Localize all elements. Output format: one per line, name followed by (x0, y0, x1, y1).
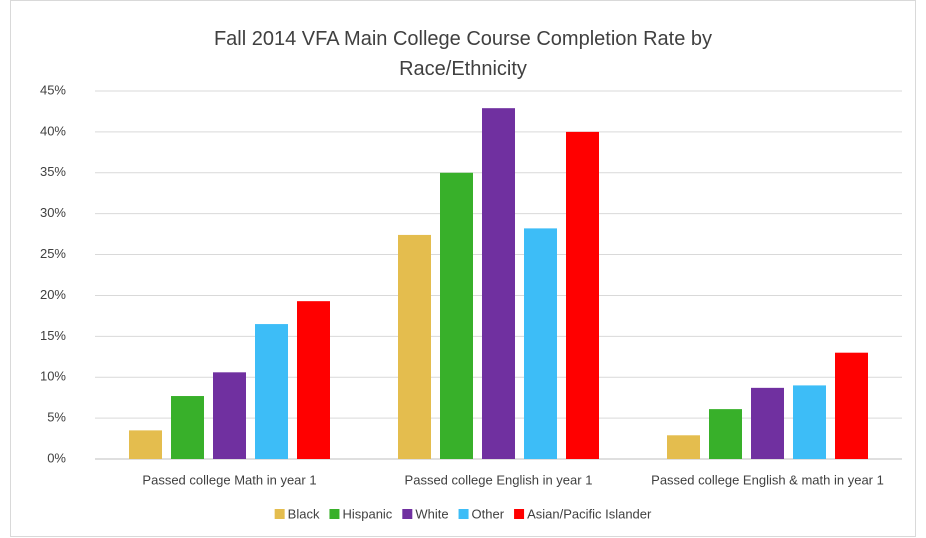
y-tick-label: 35% (40, 164, 66, 179)
legend-swatch (274, 509, 285, 519)
y-tick-label: 25% (40, 246, 66, 261)
legend-swatch (402, 509, 413, 519)
bar (667, 435, 700, 459)
y-tick-label: 40% (40, 123, 66, 138)
bar (129, 430, 162, 459)
legend-label: Asian/Pacific Islander (527, 506, 652, 521)
legend-swatch (329, 509, 340, 519)
bar (709, 409, 742, 459)
chart-title: Fall 2014 VFA Main College Course Comple… (213, 28, 713, 80)
bar (793, 385, 826, 459)
legend-label: White (415, 506, 448, 521)
y-tick-label: 5% (47, 410, 66, 425)
y-tick-label: 45% (40, 82, 66, 97)
x-tick-label: Passed college Math in year 1 (142, 472, 316, 487)
legend-label: Black (288, 506, 320, 521)
legend-label: Other (472, 506, 505, 521)
bar (213, 372, 246, 459)
legend-swatch (458, 509, 469, 519)
bar (524, 228, 557, 459)
y-tick-label: 30% (40, 205, 66, 220)
bar (440, 172, 473, 459)
bar (566, 131, 599, 459)
y-tick-label: 20% (40, 287, 66, 302)
x-tick-label: Passed college English in year 1 (405, 472, 593, 487)
legend: Black Hispanic White Other Asian/Pacific Isl… (274, 506, 652, 521)
bar (835, 352, 868, 459)
y-tick-label: 15% (40, 328, 66, 343)
bar (482, 108, 515, 459)
bar (171, 396, 204, 459)
y-tick-label: 10% (40, 369, 66, 384)
bar (751, 387, 784, 459)
x-tick-label: Passed college English & math in year 1 (651, 472, 884, 487)
legend-label: Hispanic (342, 506, 392, 521)
bar (255, 324, 288, 459)
bar (297, 301, 330, 459)
y-tick-label: 0% (47, 450, 66, 465)
legend-swatch (514, 509, 525, 519)
bar (398, 234, 431, 459)
